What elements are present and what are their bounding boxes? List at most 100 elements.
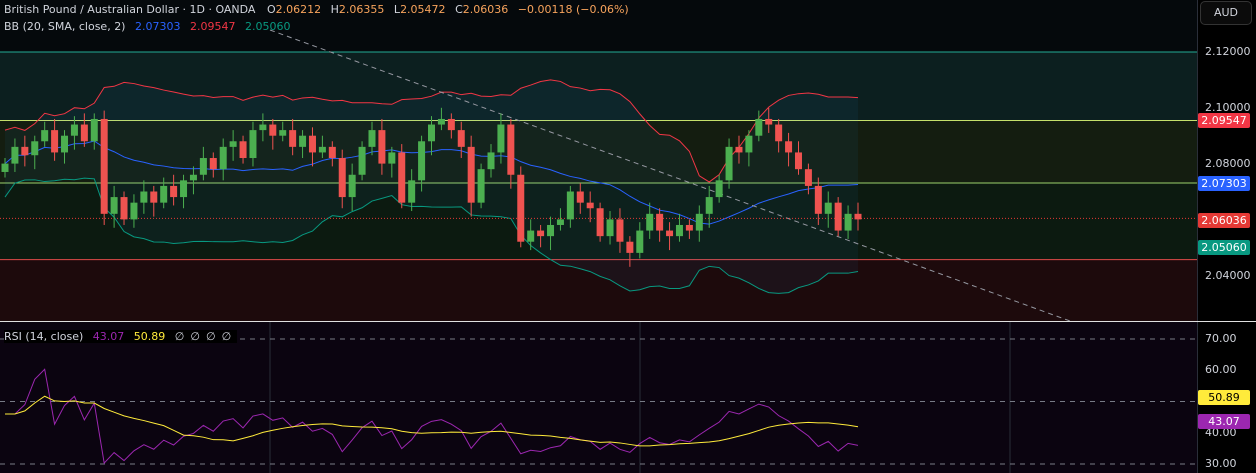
- candle-body: [527, 230, 535, 242]
- candle-body: [497, 124, 505, 153]
- price-tick: 2.04000: [1205, 269, 1251, 282]
- candle-body: [418, 141, 426, 181]
- zone-mid: [0, 120, 1197, 184]
- bb-label[interactable]: BB (20, SMA, close, 2): [4, 20, 126, 33]
- candle-body: [388, 152, 396, 164]
- rsi-label[interactable]: RSI (14, close): [4, 330, 84, 343]
- symbol-title[interactable]: British Pound / Australian Dollar · 1D ·…: [4, 3, 256, 16]
- candle-body: [675, 224, 683, 237]
- candle-body: [328, 146, 336, 159]
- candle-body: [725, 146, 733, 181]
- candle-body: [80, 124, 88, 142]
- candle-body: [358, 146, 366, 175]
- bb-fill: [5, 79, 858, 294]
- bb-lower-value: 2.05060: [244, 20, 291, 33]
- rsi-empty-value: ∅: [221, 330, 232, 343]
- candle-body: [636, 230, 644, 253]
- close-label: C: [455, 3, 463, 16]
- candle-body: [437, 118, 445, 125]
- candle-body: [338, 158, 346, 198]
- candle-body: [576, 191, 584, 203]
- price-tick: 2.10000: [1205, 101, 1251, 114]
- rsi-legend[interactable]: RSI (14, close) 43.07 50.89 ∅ ∅ ∅ ∅: [4, 330, 238, 343]
- last-price-tag: 2.06036: [1198, 213, 1250, 228]
- candle-body: [209, 158, 217, 170]
- candle-body: [61, 135, 69, 153]
- candle-body: [457, 130, 465, 147]
- symbol-legend: British Pound / Australian Dollar · 1D ·…: [4, 3, 635, 16]
- candle-body: [130, 202, 138, 220]
- candle-body: [616, 219, 624, 242]
- candle-body: [556, 219, 564, 225]
- bb-upper-line: [4, 79, 859, 183]
- candle-body: [318, 146, 326, 153]
- rsi-empty-value: ∅: [205, 330, 216, 343]
- candle-body: [51, 130, 59, 153]
- candle-body: [308, 135, 316, 153]
- candle-body: [566, 191, 574, 220]
- pane-divider[interactable]: [0, 321, 1256, 322]
- candle-body: [259, 124, 267, 131]
- candle-body: [775, 124, 783, 142]
- zone-upper: [0, 52, 1197, 121]
- price-chart[interactable]: [0, 0, 1197, 473]
- bb-upper-value: 2.09547: [189, 20, 236, 33]
- currency-button[interactable]: AUD: [1200, 1, 1252, 25]
- candle-body: [834, 202, 842, 231]
- candle-body: [100, 118, 108, 214]
- candle-body: [269, 124, 277, 136]
- low-value: 2.05472: [400, 3, 446, 16]
- candle-body: [755, 118, 763, 136]
- candle-body: [666, 230, 674, 237]
- candle-body: [11, 146, 19, 164]
- candle-body: [1, 163, 9, 172]
- zone-bottom: [0, 259, 1197, 321]
- candle-body: [656, 213, 664, 231]
- candle-body: [467, 146, 475, 203]
- candle-body: [140, 191, 148, 203]
- candle-body: [814, 185, 822, 214]
- trend-line: [269, 29, 1071, 322]
- rsi-ma-value: 50.89: [133, 330, 166, 343]
- candle-body: [447, 118, 455, 131]
- candle-body: [804, 169, 812, 186]
- candle-body: [824, 202, 832, 214]
- candle-body: [180, 180, 188, 198]
- candle-body: [596, 208, 604, 237]
- candle-body: [794, 152, 802, 170]
- candle-body: [239, 141, 247, 159]
- candle-body: [705, 197, 713, 214]
- candle-body: [626, 241, 634, 253]
- rsi-tick: 30.00: [1205, 457, 1237, 470]
- candle-body: [517, 174, 525, 242]
- candle-body: [487, 152, 495, 170]
- candle-body: [199, 158, 207, 175]
- candle-body: [785, 141, 793, 153]
- candle-body: [398, 152, 406, 203]
- bb-lower-line: [4, 177, 859, 294]
- candle-body: [279, 130, 287, 136]
- high-value: 2.06355: [338, 3, 385, 16]
- candle-body: [844, 213, 852, 231]
- rsi-tag: 43.07: [1198, 414, 1250, 429]
- candle-body: [428, 124, 435, 142]
- change-value: −0.00118 (−0.06%): [517, 3, 629, 16]
- candle-body: [765, 118, 773, 125]
- low-label: L: [393, 3, 401, 16]
- candle-body: [219, 146, 227, 170]
- candle-body: [229, 141, 237, 147]
- rsi-value: 43.07: [92, 330, 125, 343]
- rsi-tick: 60.00: [1205, 363, 1237, 376]
- candle-body: [715, 180, 723, 198]
- bb-legend[interactable]: BB (20, SMA, close, 2) 2.07303 2.09547 2…: [4, 20, 296, 33]
- high-label: H: [330, 3, 339, 16]
- candle-body: [150, 191, 158, 203]
- close-value: 2.06036: [462, 3, 509, 16]
- rsi-tick: 70.00: [1205, 332, 1237, 345]
- candle-body: [854, 213, 862, 220]
- candle-body: [685, 224, 693, 231]
- bb-basis-tag: 2.07303: [1198, 176, 1250, 191]
- price-tick: 2.08000: [1205, 157, 1251, 170]
- rsi-ma-tag: 50.89: [1198, 390, 1250, 405]
- candle-body: [537, 230, 545, 237]
